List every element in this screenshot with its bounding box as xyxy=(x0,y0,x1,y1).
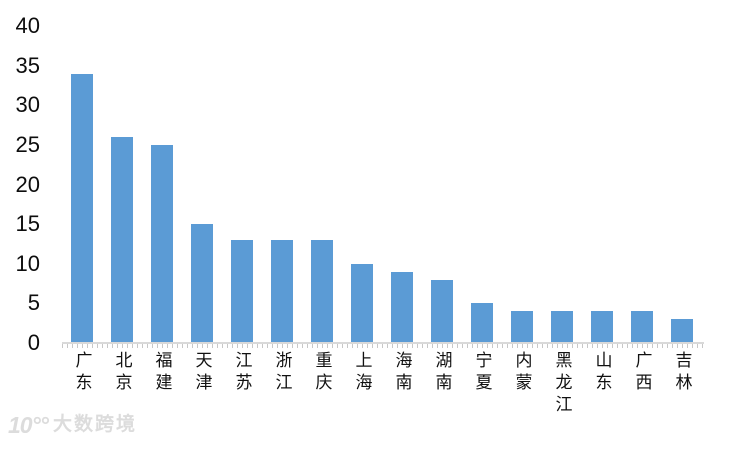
x-tick-label-wrap: 广东 xyxy=(62,351,102,395)
bar-吉林 xyxy=(671,319,693,343)
bar-广东 xyxy=(71,73,93,343)
x-tick-label: 天津 xyxy=(192,351,212,395)
x-tick-label-wrap: 上海 xyxy=(342,351,382,395)
bar-上海 xyxy=(351,263,373,343)
x-tick-label: 浙江 xyxy=(272,351,292,395)
x-tick-label: 黑龙江 xyxy=(552,351,572,417)
y-tick-label: 5 xyxy=(27,290,40,316)
x-tick-label: 重庆 xyxy=(312,351,332,395)
x-tick-label-wrap: 重庆 xyxy=(302,351,342,395)
y-tick-label: 30 xyxy=(15,92,40,118)
x-tick-label: 内蒙 xyxy=(512,351,532,395)
x-tick-label-wrap: 海南 xyxy=(382,351,422,395)
bar-天津 xyxy=(191,224,213,343)
bar-福建 xyxy=(151,145,173,343)
bar-湖南 xyxy=(431,279,453,343)
y-tick-label: 35 xyxy=(15,52,40,78)
bar-黑龙江 xyxy=(551,311,573,343)
x-tick-label-wrap: 宁夏 xyxy=(462,351,502,395)
bar-北京 xyxy=(111,137,133,343)
y-tick-label: 0 xyxy=(27,330,40,355)
x-tick-label-wrap: 福建 xyxy=(142,351,182,395)
bar-宁夏 xyxy=(471,303,493,343)
bar-山东 xyxy=(591,311,613,343)
y-tick-label: 40 xyxy=(15,13,40,39)
x-tick-label: 江苏 xyxy=(232,351,252,395)
x-tick-label-wrap: 江苏 xyxy=(222,351,262,395)
x-tick-label: 北京 xyxy=(112,351,132,395)
bar-浙江 xyxy=(271,240,293,343)
x-tick-label-wrap: 湖南 xyxy=(422,351,462,395)
x-tick-label: 湖南 xyxy=(432,351,452,395)
x-tick-label-wrap: 广西 xyxy=(622,351,662,395)
x-tick-label-wrap: 山东 xyxy=(582,351,622,395)
x-tick-label-wrap: 北京 xyxy=(102,351,142,395)
x-tick-label: 广东 xyxy=(72,351,92,395)
x-tick-label: 广西 xyxy=(632,351,652,395)
x-tick-label: 宁夏 xyxy=(472,351,492,395)
x-tick-label-wrap: 天津 xyxy=(182,351,222,395)
y-tick-label: 15 xyxy=(15,211,40,237)
x-tick-label: 吉林 xyxy=(672,351,692,395)
watermark: 10°° 大数跨境 xyxy=(8,412,137,438)
x-tick-label: 上海 xyxy=(352,351,372,395)
x-tick-label-wrap: 内蒙 xyxy=(502,351,542,395)
bar-内蒙 xyxy=(511,311,533,343)
x-tick-label: 海南 xyxy=(392,351,412,395)
x-tick-label: 福建 xyxy=(152,351,172,395)
x-tick-label-wrap: 黑龙江 xyxy=(542,351,582,417)
x-axis-tick-marks xyxy=(62,344,704,348)
watermark-text: 大数跨境 xyxy=(52,414,137,435)
bar-海南 xyxy=(391,271,413,343)
x-axis-line xyxy=(62,342,704,344)
x-tick-label-wrap: 浙江 xyxy=(262,351,302,395)
y-tick-label: 20 xyxy=(15,171,40,197)
watermark-logo-icon: 10°° xyxy=(8,412,49,438)
x-tick-label-wrap: 吉林 xyxy=(662,351,702,395)
bar-重庆 xyxy=(311,240,333,343)
bar-广西 xyxy=(631,311,653,343)
bar-江苏 xyxy=(231,240,253,343)
x-tick-label: 山东 xyxy=(592,351,612,395)
y-tick-label: 25 xyxy=(15,132,40,157)
y-tick-label: 10 xyxy=(15,250,40,276)
